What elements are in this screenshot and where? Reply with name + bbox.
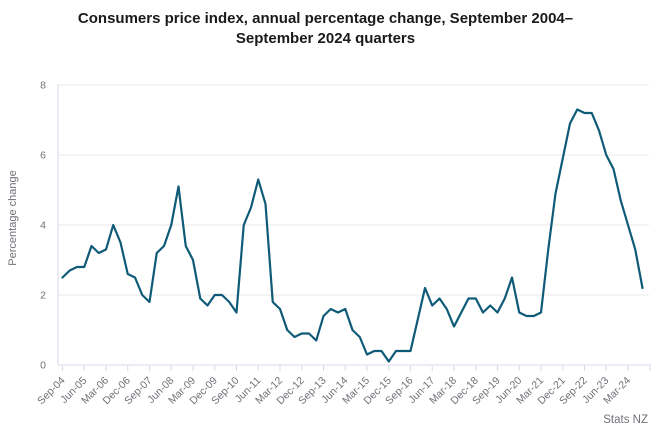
y-tick-label-4: 4 <box>40 220 46 232</box>
y-tick-label-2: 2 <box>40 290 46 302</box>
source-attribution: Stats NZ <box>603 414 648 426</box>
line-chart-canvas: Percentage change 02468Sep-04Jun-05Mar-0… <box>7 80 651 426</box>
y-tick-label-8: 8 <box>40 80 46 92</box>
y-axis-title: Percentage change <box>7 170 19 265</box>
y-tick-label-0: 0 <box>40 360 46 372</box>
y-tick-label-6: 6 <box>40 150 46 162</box>
chart-header: Consumers price index, annual percentage… <box>0 0 651 60</box>
plot-area: 02468Sep-04Jun-05Mar-06Dec-06Sep-07Jun-0… <box>35 80 651 407</box>
chart-title: Consumers price index, annual percentage… <box>77 10 574 48</box>
cpi-line-series <box>61 108 644 363</box>
